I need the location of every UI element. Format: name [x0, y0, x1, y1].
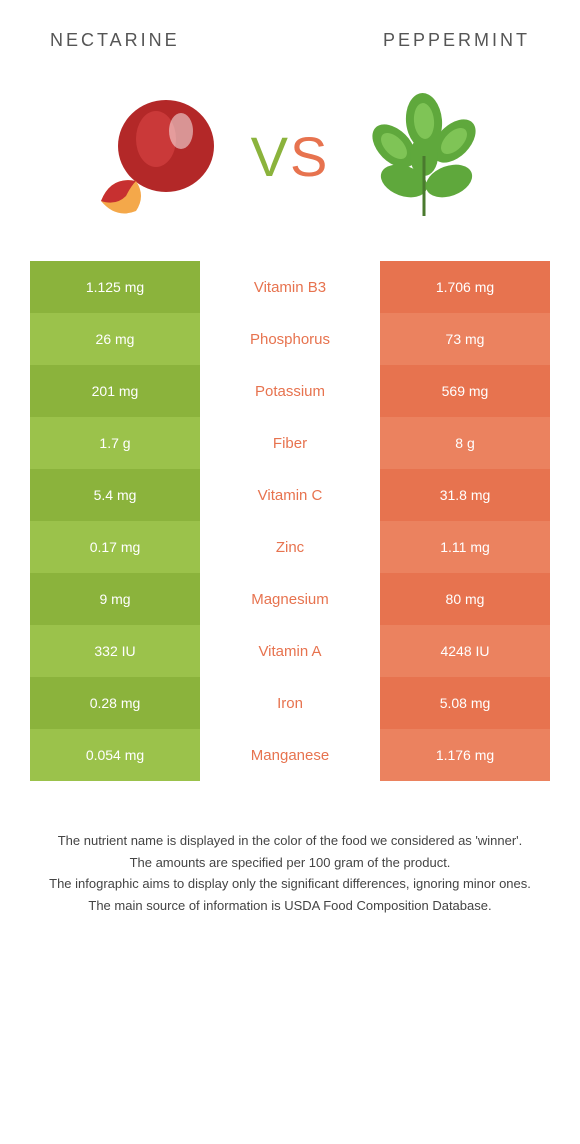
table-row: 0.28 mgIron5.08 mg: [30, 677, 550, 729]
nutrient-name-cell: Magnesium: [200, 573, 380, 625]
nutrient-name-cell: Vitamin A: [200, 625, 380, 677]
vs-row: VS: [0, 61, 580, 261]
nutrient-table: 1.125 mgVitamin B31.706 mg26 mgPhosphoru…: [30, 261, 550, 781]
left-food-title: NECTARINE: [50, 30, 180, 51]
nutrient-name-cell: Vitamin B3: [200, 261, 380, 313]
right-value-cell: 8 g: [380, 417, 550, 469]
nutrient-name-cell: Potassium: [200, 365, 380, 417]
right-value-cell: 1.176 mg: [380, 729, 550, 781]
footer-notes: The nutrient name is displayed in the co…: [0, 781, 580, 937]
nutrient-name-cell: Zinc: [200, 521, 380, 573]
table-row: 5.4 mgVitamin C31.8 mg: [30, 469, 550, 521]
left-value-cell: 26 mg: [30, 313, 200, 365]
table-row: 0.17 mgZinc1.11 mg: [30, 521, 550, 573]
right-value-cell: 5.08 mg: [380, 677, 550, 729]
nutrient-name-cell: Phosphorus: [200, 313, 380, 365]
footer-line: The main source of information is USDA F…: [30, 896, 550, 916]
footer-line: The infographic aims to display only the…: [30, 874, 550, 894]
left-value-cell: 1.125 mg: [30, 261, 200, 313]
left-value-cell: 0.28 mg: [30, 677, 200, 729]
left-value-cell: 201 mg: [30, 365, 200, 417]
table-row: 26 mgPhosphorus73 mg: [30, 313, 550, 365]
nutrient-name-cell: Vitamin C: [200, 469, 380, 521]
header: NECTARINE PEPPERMINT: [0, 0, 580, 61]
nutrient-name-cell: Manganese: [200, 729, 380, 781]
table-row: 201 mgPotassium569 mg: [30, 365, 550, 417]
right-value-cell: 1.11 mg: [380, 521, 550, 573]
left-value-cell: 9 mg: [30, 573, 200, 625]
left-value-cell: 332 IU: [30, 625, 200, 677]
table-row: 1.7 gFiber8 g: [30, 417, 550, 469]
left-value-cell: 0.054 mg: [30, 729, 200, 781]
right-food-title: PEPPERMINT: [383, 30, 530, 51]
right-value-cell: 80 mg: [380, 573, 550, 625]
nutrient-name-cell: Iron: [200, 677, 380, 729]
right-value-cell: 31.8 mg: [380, 469, 550, 521]
left-value-cell: 0.17 mg: [30, 521, 200, 573]
footer-line: The nutrient name is displayed in the co…: [30, 831, 550, 851]
right-value-cell: 569 mg: [380, 365, 550, 417]
left-value-cell: 1.7 g: [30, 417, 200, 469]
nectarine-image: [81, 81, 231, 231]
footer-line: The amounts are specified per 100 gram o…: [30, 853, 550, 873]
table-row: 9 mgMagnesium80 mg: [30, 573, 550, 625]
left-value-cell: 5.4 mg: [30, 469, 200, 521]
vs-text: VS: [251, 124, 330, 189]
table-row: 1.125 mgVitamin B31.706 mg: [30, 261, 550, 313]
right-value-cell: 73 mg: [380, 313, 550, 365]
table-row: 0.054 mgManganese1.176 mg: [30, 729, 550, 781]
peppermint-image: [349, 81, 499, 231]
right-value-cell: 4248 IU: [380, 625, 550, 677]
table-row: 332 IUVitamin A4248 IU: [30, 625, 550, 677]
right-value-cell: 1.706 mg: [380, 261, 550, 313]
nutrient-name-cell: Fiber: [200, 417, 380, 469]
